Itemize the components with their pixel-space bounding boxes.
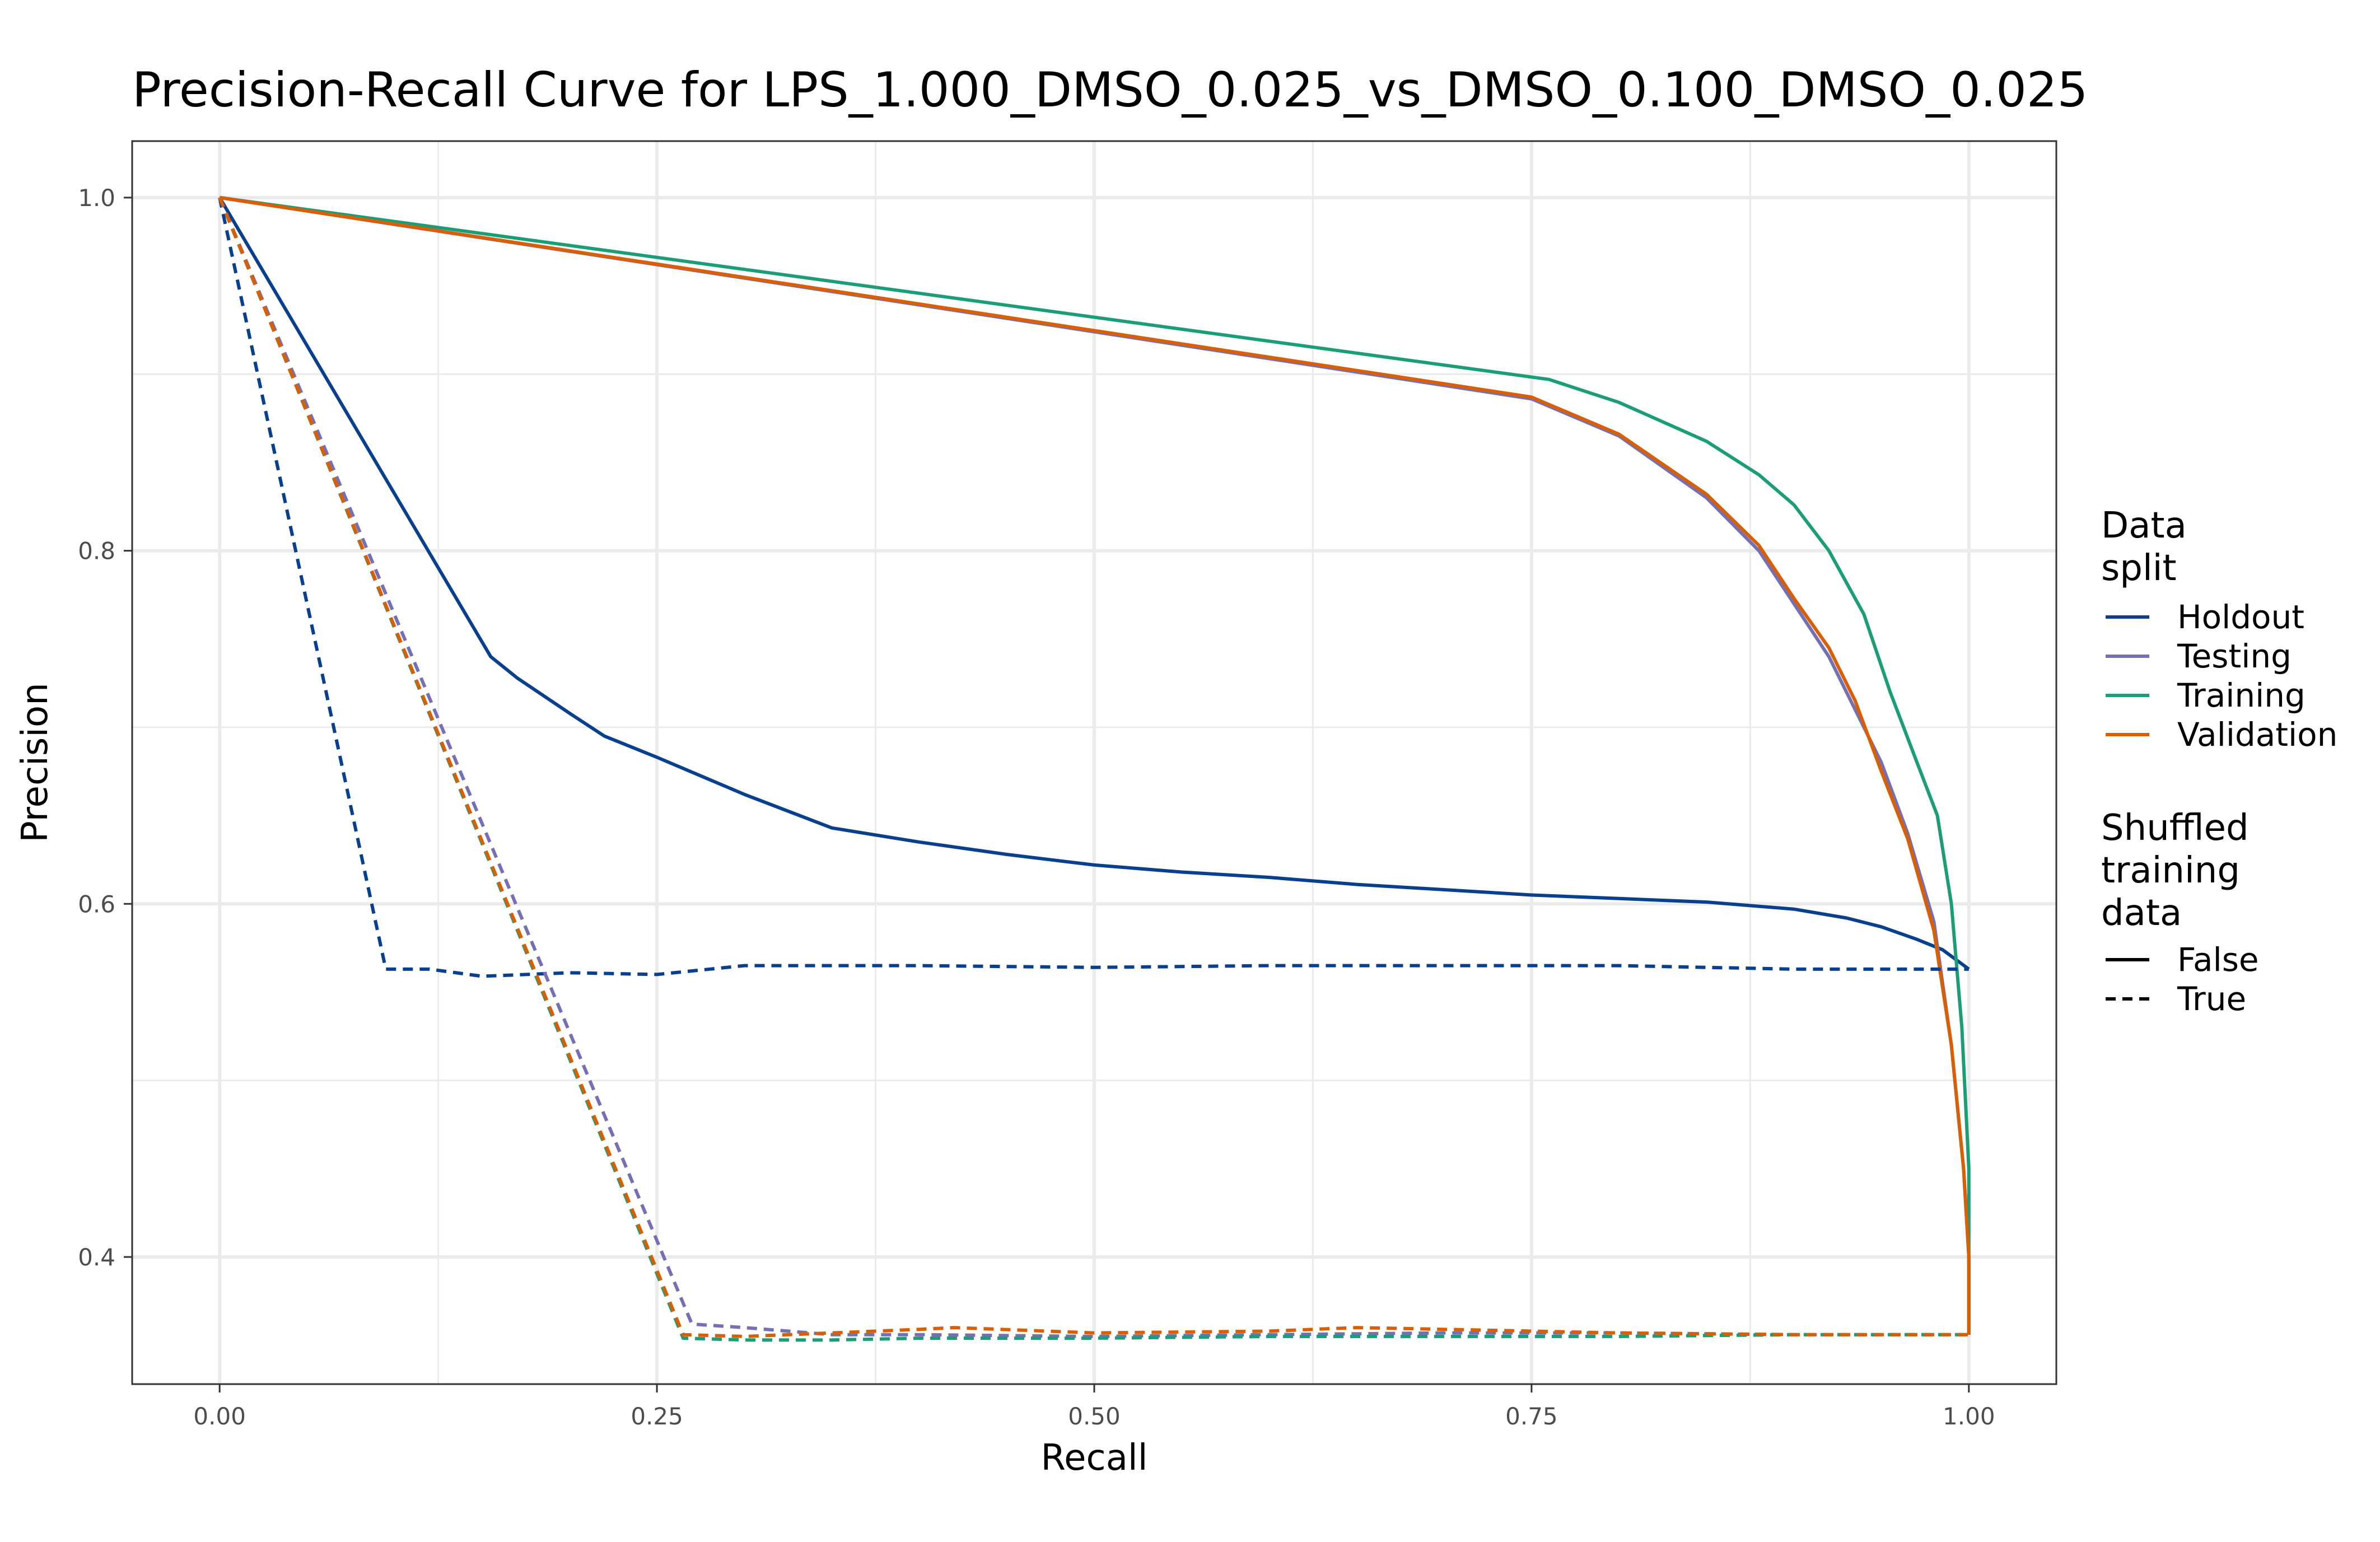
legend-linetype-title-line: data <box>2101 893 2182 934</box>
y-axis-ticks: 0.4 0.6 0.8 1.0 <box>78 184 132 1271</box>
legend-color-title-line: split <box>2101 548 2177 589</box>
x-tick-label: 0.00 <box>193 1403 246 1430</box>
y-tick-label: 1.0 <box>78 184 115 212</box>
x-axis-ticks: 0.00 0.25 0.50 0.75 1.00 <box>193 1384 1995 1430</box>
legend-label-validation: Validation <box>2177 716 2337 754</box>
legend-linetype-title-line: training <box>2101 850 2240 891</box>
legend-label-training: Training <box>2177 676 2306 714</box>
series-line-training-shuffled <box>218 197 1969 1342</box>
legend-label-false: False <box>2177 941 2259 979</box>
legend-linetype-title-line: Shuffled <box>2101 807 2249 849</box>
series-layer <box>218 195 1971 1342</box>
legend-label-holdout: Holdout <box>2177 598 2304 636</box>
x-tick-label: 1.00 <box>1943 1403 1995 1430</box>
series-line-holdout-unshuffled <box>218 197 1970 971</box>
y-axis-title: Precision <box>15 683 56 843</box>
x-tick-label: 0.50 <box>1068 1403 1121 1430</box>
x-tick-label: 0.75 <box>1505 1403 1558 1430</box>
series-line-holdout-shuffled <box>218 197 1969 978</box>
y-tick-label: 0.8 <box>78 538 115 565</box>
x-tick-label: 0.25 <box>631 1403 683 1430</box>
grid-major <box>132 141 2056 1384</box>
series-line-validation-shuffled <box>218 197 1969 1338</box>
y-tick-label: 0.4 <box>78 1244 115 1271</box>
series-line-training-unshuffled <box>219 195 1971 1335</box>
chart-title: Precision-Recall Curve for LPS_1.000_DMS… <box>132 62 2088 118</box>
legend-label-true: True <box>2177 980 2246 1018</box>
legend-color-title-line: Data <box>2101 505 2187 546</box>
legend-label-testing: Testing <box>2177 637 2292 675</box>
y-tick-label: 0.6 <box>78 890 115 918</box>
series-line-validation-unshuffled <box>219 195 1971 1335</box>
x-axis-title: Recall <box>1041 1437 1148 1479</box>
